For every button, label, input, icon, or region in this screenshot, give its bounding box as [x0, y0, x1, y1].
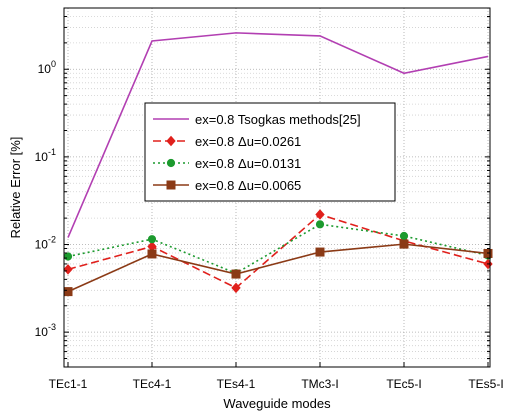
data-point	[63, 287, 73, 297]
x-tick-label: TEs4-1	[217, 377, 256, 391]
legend-marker	[166, 180, 176, 190]
data-point	[315, 220, 325, 229]
y-tick-label: 10-1	[35, 147, 56, 164]
legend-entry: ex=0.8 Tsogkas methods[25]	[195, 112, 361, 127]
legend-marker	[166, 135, 176, 147]
y-axis-label: Relative Error [%]	[8, 137, 23, 239]
legend-entry: ex=0.8 Δu=0.0065	[195, 178, 301, 193]
legend-entry: ex=0.8 Δu=0.0131	[195, 156, 301, 171]
y-tick-label: 10-2	[35, 235, 56, 252]
legend: ex=0.8 Tsogkas methods[25] ex=0.8 Δu=0.02…	[144, 102, 396, 202]
y-tick-label: 10-3	[35, 322, 56, 339]
data-point	[399, 231, 409, 241]
series-layer	[63, 32, 493, 297]
series-line	[67, 223, 489, 275]
data-point	[315, 247, 325, 257]
plot-frame	[63, 7, 491, 368]
data-point	[231, 269, 241, 279]
data-point	[63, 252, 73, 261]
series-1	[67, 32, 489, 238]
legend-marker	[166, 158, 176, 168]
x-axis-label: Waveguide modes	[223, 396, 331, 411]
x-tick-label: TMc3-I	[301, 377, 338, 391]
x-tick-label: TEc4-1	[133, 377, 172, 391]
x-tick-label: TEs5-I	[468, 377, 503, 391]
series-line	[67, 32, 489, 238]
y-tick-label: 100	[38, 59, 56, 76]
series-line	[67, 213, 489, 289]
data-point	[315, 209, 325, 220]
legend-entry: ex=0.8 Δu=0.0261	[195, 134, 301, 149]
series-2	[63, 209, 493, 294]
data-point	[147, 249, 157, 259]
data-point	[63, 264, 73, 275]
data-point	[147, 235, 157, 244]
x-tick-label: TEc1-1	[49, 377, 88, 391]
x-tick-label: TEc5-I	[386, 377, 421, 391]
data-point	[399, 239, 409, 249]
ticks: TEc1-1 TEc4-1 TEs4-1 TMc3-I TEc5-I TEs5-I 10-3…	[35, 7, 504, 391]
data-point	[231, 282, 241, 294]
series-line	[67, 243, 489, 293]
